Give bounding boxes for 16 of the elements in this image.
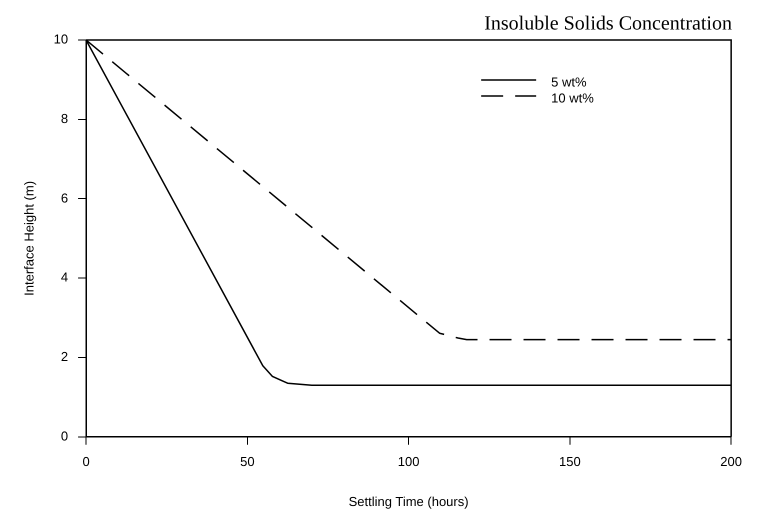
- chart-title: Insoluble Solids Concentration: [484, 12, 732, 34]
- x-axis-title: Settling Time (hours): [348, 494, 469, 509]
- y-tick-label: 4: [60, 270, 68, 285]
- y-tick-label: 0: [60, 428, 68, 444]
- x-tick-label: 100: [398, 454, 420, 470]
- y-tick-label: 10: [54, 32, 68, 47]
- x-tick-label: 200: [720, 454, 742, 470]
- legend-label: 10 wt%: [551, 90, 594, 106]
- x-tick-label: 150: [559, 454, 581, 470]
- y-tick-label: 8: [60, 110, 68, 126]
- x-tick-label: 0: [82, 454, 90, 470]
- y-axis-title: Interface Height (m): [21, 180, 36, 296]
- x-tick-label: 50: [240, 454, 255, 470]
- legend-label: 5 wt%: [551, 74, 587, 90]
- y-tick-label: 2: [60, 349, 68, 364]
- y-tick-label: 6: [60, 190, 68, 206]
